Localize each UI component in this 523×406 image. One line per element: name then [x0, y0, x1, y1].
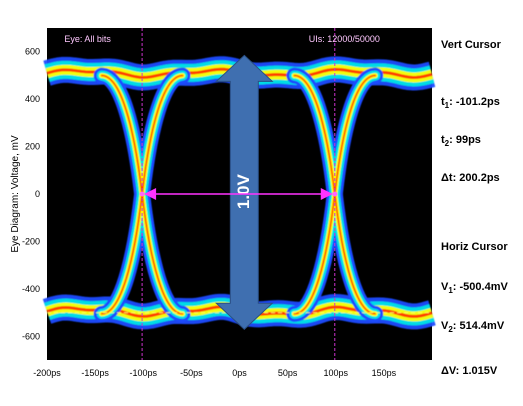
t2-readout: t2: 99ps	[441, 134, 481, 148]
delta-t-arrow	[139, 188, 338, 200]
vert-cursor-title: Vert Cursor	[441, 39, 502, 51]
uis-count-label: UIs: 12000/50000	[309, 34, 380, 44]
delta-t-readout: Δt: 200.2ps	[441, 172, 500, 184]
delta-v-readout: ΔV: 1.015V	[441, 365, 498, 377]
x-tick-label: 100ps	[323, 368, 348, 378]
t1-crossing-point	[139, 191, 145, 197]
eye-bits-label: Eye: All bits	[64, 34, 111, 44]
y-tick-label: -400	[22, 284, 40, 294]
delta-t-arrowhead-left	[144, 188, 157, 200]
amplitude-arrow-shape	[215, 54, 274, 330]
x-tick-label: -200ps	[33, 368, 61, 378]
x-tick-label: 150ps	[372, 368, 397, 378]
v1-readout: V1: -500.4mV	[441, 281, 508, 295]
y-tick-label: 200	[25, 142, 40, 152]
y-tick-label: 600	[25, 47, 40, 57]
horiz-cursor-title: Horiz Cursor	[441, 241, 508, 253]
v2-readout: V2: 514.4mV	[441, 320, 505, 334]
cursor-readout-panel: Vert Cursor t1: -101.2ps t2: 99ps Δt: 20…	[441, 39, 508, 377]
x-tick-label: 0ps	[232, 368, 247, 378]
y-axis-ticks: 600 400 200 0 -200 -400 -600	[22, 47, 40, 342]
y-tick-label: 400	[25, 94, 40, 104]
x-tick-label: -150ps	[81, 368, 109, 378]
y-tick-label: 0	[35, 189, 40, 199]
x-tick-label: -50ps	[180, 368, 203, 378]
x-axis-ticks: -200ps -150ps -100ps -50ps 0ps 50ps 100ps 150ps	[33, 368, 396, 378]
y-axis-label: Eye Diagram: Voltage, mV	[10, 135, 21, 253]
x-tick-label: -100ps	[129, 368, 157, 378]
y-tick-label: -200	[22, 236, 40, 246]
t1-readout: t1: -101.2ps	[441, 96, 500, 110]
t2-crossing-point	[332, 191, 338, 197]
x-tick-label: 50ps	[278, 368, 298, 378]
delta-t-arrowhead-right	[320, 188, 333, 200]
y-tick-label: -600	[22, 331, 40, 341]
amplitude-arrow-label: 1.0V	[234, 173, 253, 209]
amplitude-arrow: 1.0V	[215, 54, 274, 330]
